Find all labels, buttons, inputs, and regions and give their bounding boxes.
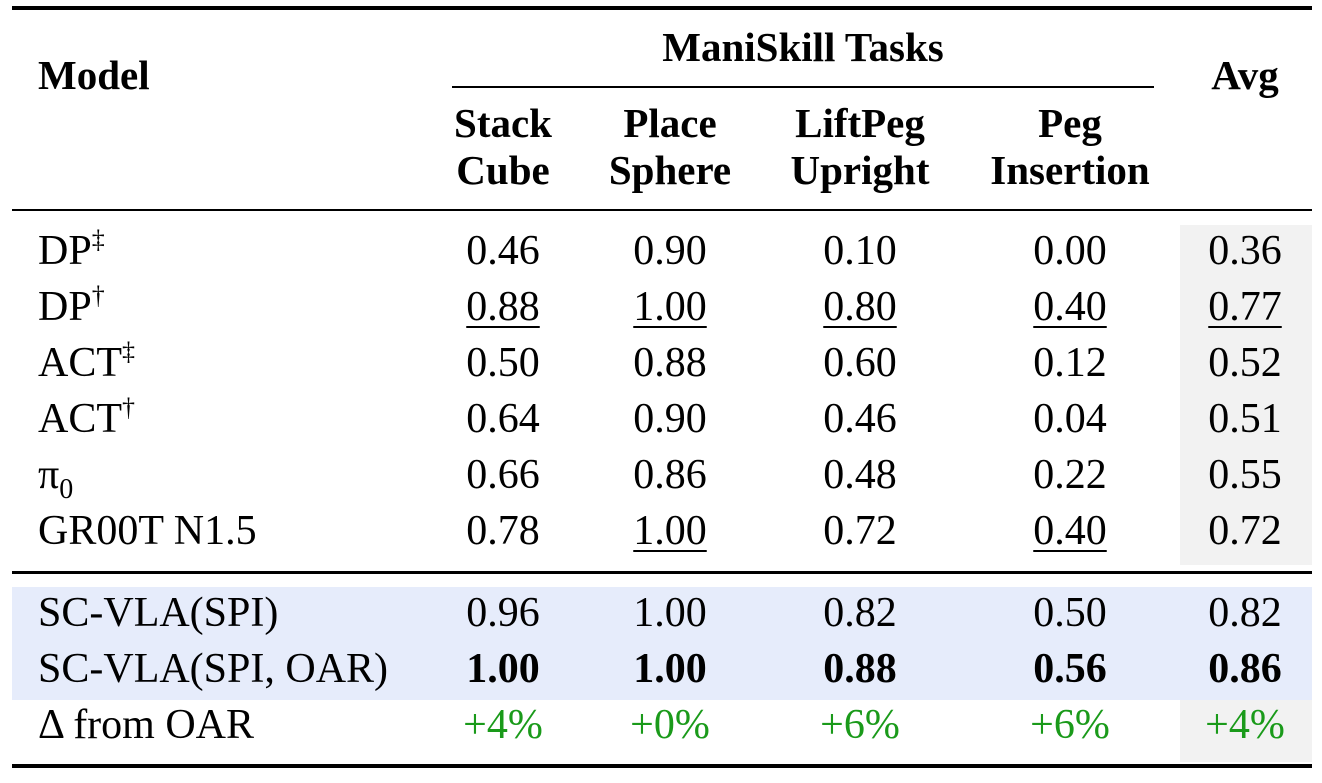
header-task-line2: Insertion [990, 147, 1150, 193]
table-cell-score: 0.64 [466, 396, 540, 442]
delta-cell: +0% [630, 702, 710, 748]
ours-row-shading [12, 587, 1312, 700]
model-name: ACT [38, 396, 122, 442]
table-cell-score: 0.80 [823, 284, 897, 330]
header-group-maniskill-tasks: ManiSkill Tasks [662, 24, 944, 70]
model-superscript: † [122, 393, 135, 422]
table-cell-score: 0.56 [1033, 646, 1107, 692]
table-cell-score: 0.00 [1033, 228, 1107, 274]
table-cell-score: 0.90 [633, 228, 707, 274]
header-task-line1: Peg [1038, 100, 1102, 146]
table-cell-avg: 0.82 [1208, 590, 1282, 636]
table-cell-score: 1.00 [633, 590, 707, 636]
table-cell-avg: 0.86 [1208, 646, 1282, 692]
header-task-line1: LiftPeg [795, 100, 925, 146]
header-task-line1: Place [623, 100, 717, 146]
table-cell-score: 0.88 [633, 340, 707, 386]
table-cell-score: 0.86 [633, 452, 707, 498]
table-cell-avg: 0.52 [1208, 340, 1282, 386]
table-cell-score: 0.50 [1033, 590, 1107, 636]
top-rule [12, 6, 1312, 10]
table-cell-score: 0.50 [466, 340, 540, 386]
table-cell-score: 0.04 [1033, 396, 1107, 442]
model-name: GR00T N1.5 [38, 508, 257, 554]
table-row-model-name: SC-VLA(SPI, OAR) [38, 646, 389, 692]
table-cell-score: 0.46 [466, 228, 540, 274]
avg-column-shading [1180, 225, 1312, 565]
table-cell-score: 0.46 [823, 396, 897, 442]
mid-rule [12, 571, 1312, 574]
table-cell-score: 1.00 [633, 646, 707, 692]
delta-cell: +4% [463, 702, 543, 748]
table-cell-avg: 0.36 [1208, 228, 1282, 274]
table-row-model-name: SC-VLA(SPI) [38, 590, 279, 636]
table-cell-score: 1.00 [633, 508, 707, 554]
header-task-line2: Sphere [608, 147, 732, 193]
group-rule [452, 86, 1154, 88]
table-cell-score: 0.10 [823, 228, 897, 274]
table-cell-avg: 0.72 [1208, 508, 1282, 554]
table-cell-score: 0.40 [1033, 508, 1107, 554]
bottom-rule [12, 764, 1312, 768]
delta-cell: +6% [820, 702, 900, 748]
table-row-model-name: ACT† [38, 393, 135, 445]
table-cell-score: 0.88 [466, 284, 540, 330]
table-cell-score: 0.88 [823, 646, 897, 692]
model-name: DP [38, 228, 92, 274]
table-cell-score: 0.60 [823, 340, 897, 386]
table-row-model-name: DP† [38, 281, 105, 333]
header-model: Model [38, 52, 150, 98]
model-name: DP [38, 284, 92, 330]
table-cell-score: 0.90 [633, 396, 707, 442]
table-cell-score: 0.48 [823, 452, 897, 498]
table-cell-score: 0.22 [1033, 452, 1107, 498]
table-cell-score: 0.40 [1033, 284, 1107, 330]
delta-cell: +6% [1030, 702, 1110, 748]
table-cell-score: 1.00 [466, 646, 540, 692]
table-cell-score: 0.96 [466, 590, 540, 636]
header-rule [12, 209, 1312, 211]
table-cell-score: 0.66 [466, 452, 540, 498]
delta-cell-avg: +4% [1205, 702, 1285, 748]
table-row-model-name: π0 [38, 452, 73, 505]
table-cell-score: 0.82 [823, 590, 897, 636]
table-cell-avg: 0.55 [1208, 452, 1282, 498]
table-cell-avg: 0.77 [1208, 284, 1282, 330]
model-superscript: † [91, 281, 105, 310]
avg-column-shading-delta [1180, 700, 1312, 762]
header-task-line1: Stack [454, 100, 552, 146]
table-row-model-name: ACT‡ [38, 337, 135, 389]
table-cell-avg: 0.51 [1208, 396, 1282, 442]
header-avg: Avg [1211, 52, 1279, 98]
model-name: π [38, 452, 60, 498]
table-row-model-name: DP‡ [38, 225, 105, 277]
table-cell-score: 0.12 [1033, 340, 1107, 386]
model-name: ACT [38, 340, 122, 386]
table-cell-score: 0.72 [823, 508, 897, 554]
model-superscript: ‡ [122, 337, 135, 366]
table-cell-score: 0.78 [466, 508, 540, 554]
table-cell-score: 1.00 [633, 284, 707, 330]
model-subscript: 0 [59, 474, 74, 505]
table-row-model-name: GR00T N1.5 [38, 510, 257, 552]
delta-row-label: Δ from OAR [38, 702, 255, 748]
model-superscript: ‡ [91, 225, 105, 254]
header-task-line2: Cube [456, 147, 550, 193]
header-task-line2: Upright [790, 147, 930, 193]
